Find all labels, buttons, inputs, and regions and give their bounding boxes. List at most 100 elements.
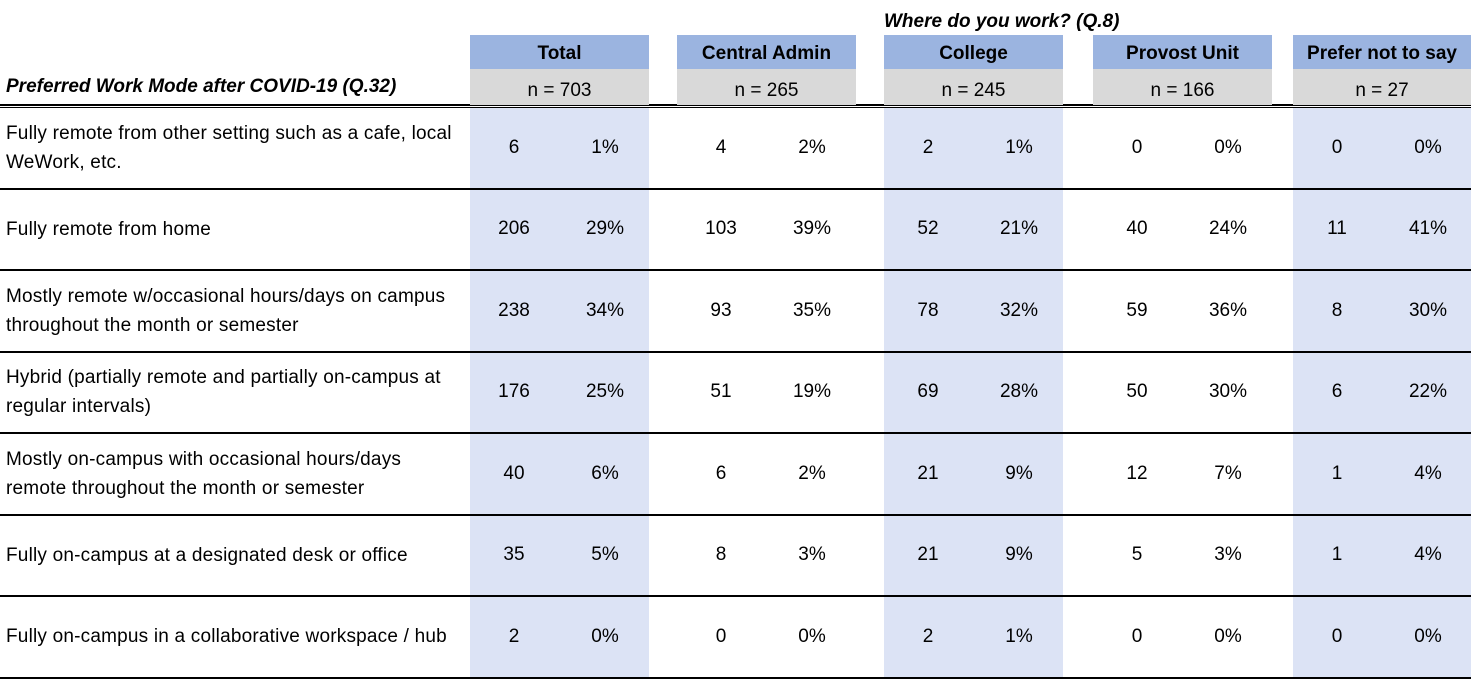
- column-n: n = 265: [677, 69, 856, 105]
- count-cell: 8: [1331, 299, 1343, 321]
- percent-cell: 0%: [591, 625, 619, 647]
- count-cell: 5: [1131, 544, 1143, 566]
- percent-cell: 0%: [1214, 136, 1242, 158]
- row-rule: [0, 676, 1471, 679]
- column-n: n = 166: [1093, 69, 1272, 105]
- percent-cell: 32%: [999, 299, 1039, 321]
- count-cell: 6: [1331, 381, 1343, 403]
- percent-cell: 30%: [1208, 381, 1248, 403]
- count-cell: 2: [922, 136, 934, 158]
- percent-cell: 0%: [1414, 625, 1442, 647]
- row-rule: [0, 269, 1471, 271]
- percent-cell: 0%: [798, 625, 826, 647]
- column-shade: [470, 108, 649, 679]
- count-cell: 1: [1331, 462, 1343, 484]
- count-cell: 40: [1126, 218, 1148, 240]
- count-cell: 6: [508, 136, 520, 158]
- row-label: Fully remote from home: [6, 218, 212, 240]
- count-cell: 35: [503, 544, 525, 566]
- column-header: Central Admin: [677, 35, 856, 69]
- percent-cell: 7%: [1214, 462, 1242, 484]
- count-cell: 2: [922, 625, 934, 647]
- count-cell: 0: [1131, 625, 1143, 647]
- row-label: Fully on-campus at a designated desk or …: [6, 544, 408, 566]
- percent-cell: 3%: [798, 544, 826, 566]
- count-cell: 21: [917, 462, 939, 484]
- count-cell: 12: [1126, 462, 1148, 484]
- percent-cell: 9%: [1005, 544, 1033, 566]
- percent-cell: 28%: [999, 381, 1039, 403]
- percent-cell: 4%: [1414, 462, 1442, 484]
- percent-cell: 41%: [1408, 218, 1448, 240]
- header-rule-bottom: [0, 107, 1471, 108]
- count-cell: 238: [498, 299, 530, 321]
- count-cell: 4: [715, 136, 727, 158]
- row-label: Hybrid (partially remote and partially o…: [6, 367, 441, 418]
- percent-cell: 36%: [1208, 299, 1248, 321]
- count-cell: 50: [1126, 381, 1148, 403]
- count-cell: 52: [917, 218, 939, 240]
- count-cell: 6: [715, 462, 727, 484]
- count-cell: 78: [917, 299, 939, 321]
- percent-cell: 0%: [1214, 625, 1242, 647]
- percent-cell: 1%: [1005, 136, 1033, 158]
- percent-cell: 1%: [1005, 625, 1033, 647]
- percent-cell: 39%: [792, 218, 832, 240]
- percent-cell: 6%: [591, 462, 619, 484]
- column-n: n = 27: [1293, 69, 1471, 105]
- count-cell: 176: [498, 381, 530, 403]
- percent-cell: 34%: [585, 299, 625, 321]
- row-label: Mostly remote w/occasional hours/days on…: [6, 285, 446, 336]
- count-cell: 69: [917, 381, 939, 403]
- count-cell: 8: [715, 544, 727, 566]
- column-n: n = 703: [470, 69, 649, 105]
- row-label: Fully on-campus in a collaborative works…: [6, 626, 447, 648]
- count-cell: 1: [1331, 544, 1343, 566]
- percent-cell: 2%: [798, 136, 826, 158]
- count-cell: 0: [1331, 136, 1343, 158]
- row-rule: [0, 432, 1471, 434]
- count-cell: 59: [1126, 299, 1148, 321]
- percent-cell: 5%: [591, 544, 619, 566]
- row-label: Fully remote from other setting such as …: [6, 122, 452, 173]
- percent-cell: 9%: [1005, 462, 1033, 484]
- column-header: Provost Unit: [1093, 35, 1272, 69]
- count-cell: 0: [1331, 625, 1343, 647]
- count-cell: 40: [503, 462, 525, 484]
- percent-cell: 19%: [792, 381, 832, 403]
- count-cell: 2: [508, 625, 520, 647]
- percent-cell: 29%: [585, 218, 625, 240]
- count-cell: 103: [705, 218, 737, 240]
- column-shade: [1293, 108, 1471, 679]
- column-header: Prefer not to say: [1293, 35, 1471, 69]
- count-cell: 51: [710, 381, 732, 403]
- column-n: n = 245: [884, 69, 1063, 105]
- percent-cell: 35%: [792, 299, 832, 321]
- table-supertitle: Where do you work? (Q.8): [884, 11, 1120, 32]
- column-shade: [884, 108, 1063, 679]
- percent-cell: 4%: [1414, 544, 1442, 566]
- percent-cell: 3%: [1214, 544, 1242, 566]
- percent-cell: 1%: [591, 136, 619, 158]
- percent-cell: 2%: [798, 462, 826, 484]
- row-rule: [0, 513, 1471, 516]
- column-header: Total: [470, 35, 649, 69]
- row-rule: [0, 187, 1471, 190]
- row-rule: [0, 350, 1471, 353]
- count-cell: 21: [917, 544, 939, 566]
- percent-cell: 21%: [999, 218, 1039, 240]
- row-dimension-header: Preferred Work Mode after COVID-19 (Q.32…: [6, 76, 397, 97]
- count-cell: 93: [710, 299, 732, 321]
- column-header: College: [884, 35, 1063, 69]
- percent-cell: 24%: [1208, 218, 1248, 240]
- percent-cell: 25%: [585, 381, 625, 403]
- percent-cell: 22%: [1408, 381, 1448, 403]
- percent-cell: 0%: [1414, 136, 1442, 158]
- row-rule: [0, 595, 1471, 597]
- count-cell: 0: [1131, 136, 1143, 158]
- percent-cell: 30%: [1408, 299, 1448, 321]
- count-cell: 206: [498, 218, 530, 240]
- header-rule-top: [0, 104, 1471, 106]
- row-label: Mostly on-campus with occasional hours/d…: [6, 448, 402, 499]
- count-cell: 0: [715, 625, 727, 647]
